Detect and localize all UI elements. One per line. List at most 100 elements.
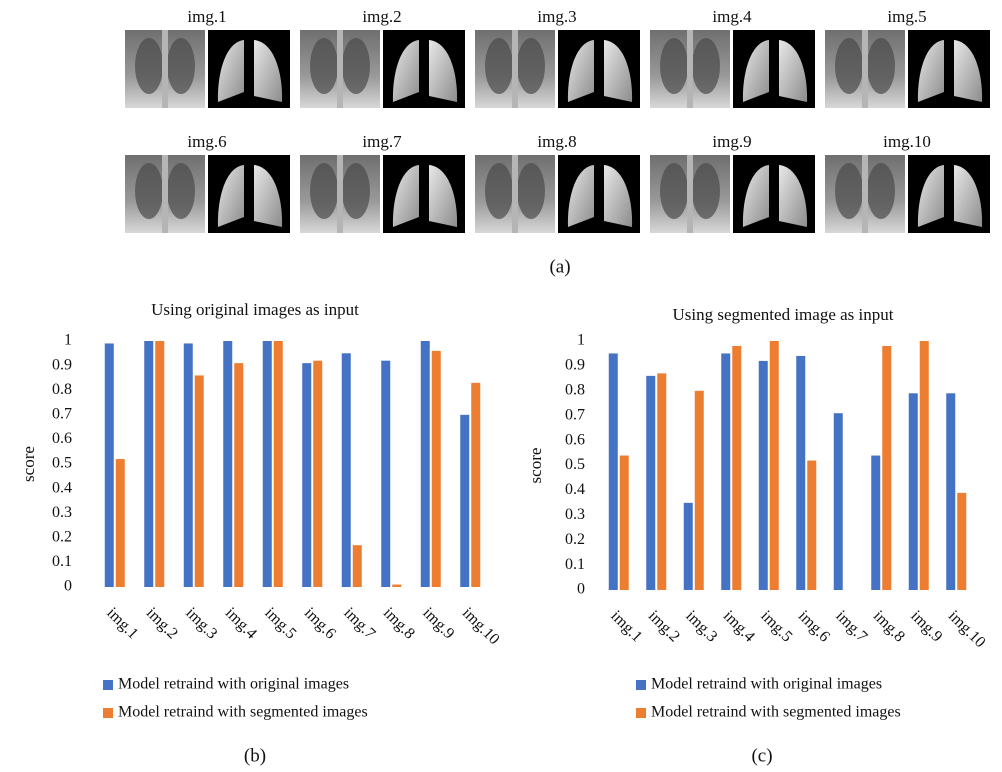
panel-label: img.6 [187, 132, 226, 151]
bar [184, 343, 193, 587]
legend-swatch [636, 680, 646, 690]
spine [687, 30, 693, 108]
y-tick-label: 0 [577, 581, 585, 598]
y-tick-label: 0.1 [565, 556, 585, 573]
spine [512, 155, 518, 233]
bar [721, 353, 730, 590]
y-tick-label: 0.7 [565, 406, 585, 423]
y-tick-label: 0.9 [52, 356, 72, 373]
bar [657, 373, 666, 590]
y-tick-label: 0.5 [52, 455, 72, 472]
y-tick-label: 0.3 [565, 506, 585, 523]
x-tick-label: img.6 [795, 607, 833, 645]
x-tick-label: img.5 [757, 607, 795, 645]
xray-lung [517, 163, 545, 219]
bar [732, 346, 741, 590]
x-tick-label: img.1 [607, 607, 645, 645]
xray-pair [825, 30, 990, 108]
bar [684, 503, 693, 590]
panel-label: img.10 [883, 132, 931, 151]
bar [234, 363, 243, 587]
bar [646, 376, 655, 590]
y-tick-label: 0.4 [565, 481, 585, 498]
y-axis-label: score [19, 446, 38, 482]
bar [302, 363, 311, 587]
spine [512, 30, 518, 108]
spine [337, 155, 343, 233]
panel-label: img.1 [187, 7, 226, 26]
y-tick-label: 0.7 [52, 405, 72, 422]
legend-label: Model retraind with original images [651, 676, 882, 693]
y-tick-label: 0.1 [52, 553, 72, 570]
xray-lung [342, 163, 370, 219]
x-tick-label: img.4 [222, 604, 260, 642]
y-tick-label: 1 [64, 332, 72, 349]
x-tick-label: img.9 [907, 607, 945, 645]
xray-lung [167, 38, 195, 94]
xray-lung [660, 163, 688, 219]
bar [342, 353, 351, 587]
panel-label: img.5 [887, 7, 926, 26]
bar [882, 346, 891, 590]
x-tick-label: img.4 [720, 607, 758, 645]
panel-label: img.4 [712, 7, 752, 26]
y-tick-label: 0.2 [52, 528, 72, 545]
xray-pair [125, 155, 290, 233]
x-tick-label: img.8 [380, 604, 418, 642]
bar [909, 393, 918, 590]
xray-pair [650, 155, 815, 233]
bar [871, 456, 880, 590]
xray-lung [517, 38, 545, 94]
xray-lung [485, 163, 513, 219]
bar [920, 341, 929, 590]
spine [687, 155, 693, 233]
xray-lung [867, 163, 895, 219]
bar [195, 375, 204, 587]
panel-label: img.8 [537, 132, 576, 151]
bar [392, 585, 401, 587]
xray-lung [660, 38, 688, 94]
bar [116, 459, 125, 587]
bar [353, 545, 362, 587]
bar [834, 413, 843, 590]
spine [162, 30, 168, 108]
bar [460, 415, 469, 587]
x-tick-label: img.10 [459, 604, 503, 648]
bar [263, 341, 272, 587]
legend-label: Model retraind with original images [118, 676, 349, 693]
y-tick-label: 0.6 [565, 431, 585, 448]
xray-pair [475, 155, 640, 233]
y-tick-label: 0.9 [565, 357, 585, 374]
bar [274, 341, 283, 587]
panel-label: img.9 [712, 132, 751, 151]
legend-label: Model retraind with segmented images [118, 704, 368, 721]
spine [337, 30, 343, 108]
legend-swatch [103, 680, 113, 690]
xray-pair [125, 30, 290, 108]
xray-lung [310, 38, 338, 94]
xray-lung [835, 38, 863, 94]
figure: (a) img.1img.2img.3img.4img.5img.6img.7i… [0, 0, 1002, 772]
spine [162, 155, 168, 233]
y-tick-label: 0.8 [565, 381, 585, 398]
chart-title: Using segmented image as input [673, 305, 894, 324]
xray-pair [650, 30, 815, 108]
xray-pair [825, 155, 990, 233]
xray-pair [475, 30, 640, 108]
xray-lung [692, 38, 720, 94]
bar [759, 361, 768, 590]
x-tick-label: img.7 [832, 607, 870, 645]
x-tick-label: img.2 [143, 604, 181, 642]
bar [432, 351, 441, 587]
xray-lung [135, 38, 163, 94]
bar [313, 361, 322, 587]
bar [155, 341, 164, 587]
xray-lung [167, 163, 195, 219]
bar [695, 391, 704, 590]
y-axis-label: score [526, 448, 545, 484]
bar [609, 353, 618, 590]
bar [105, 343, 114, 587]
bar [421, 341, 430, 587]
panel-label: img.2 [362, 7, 401, 26]
y-tick-label: 0.6 [52, 430, 72, 447]
